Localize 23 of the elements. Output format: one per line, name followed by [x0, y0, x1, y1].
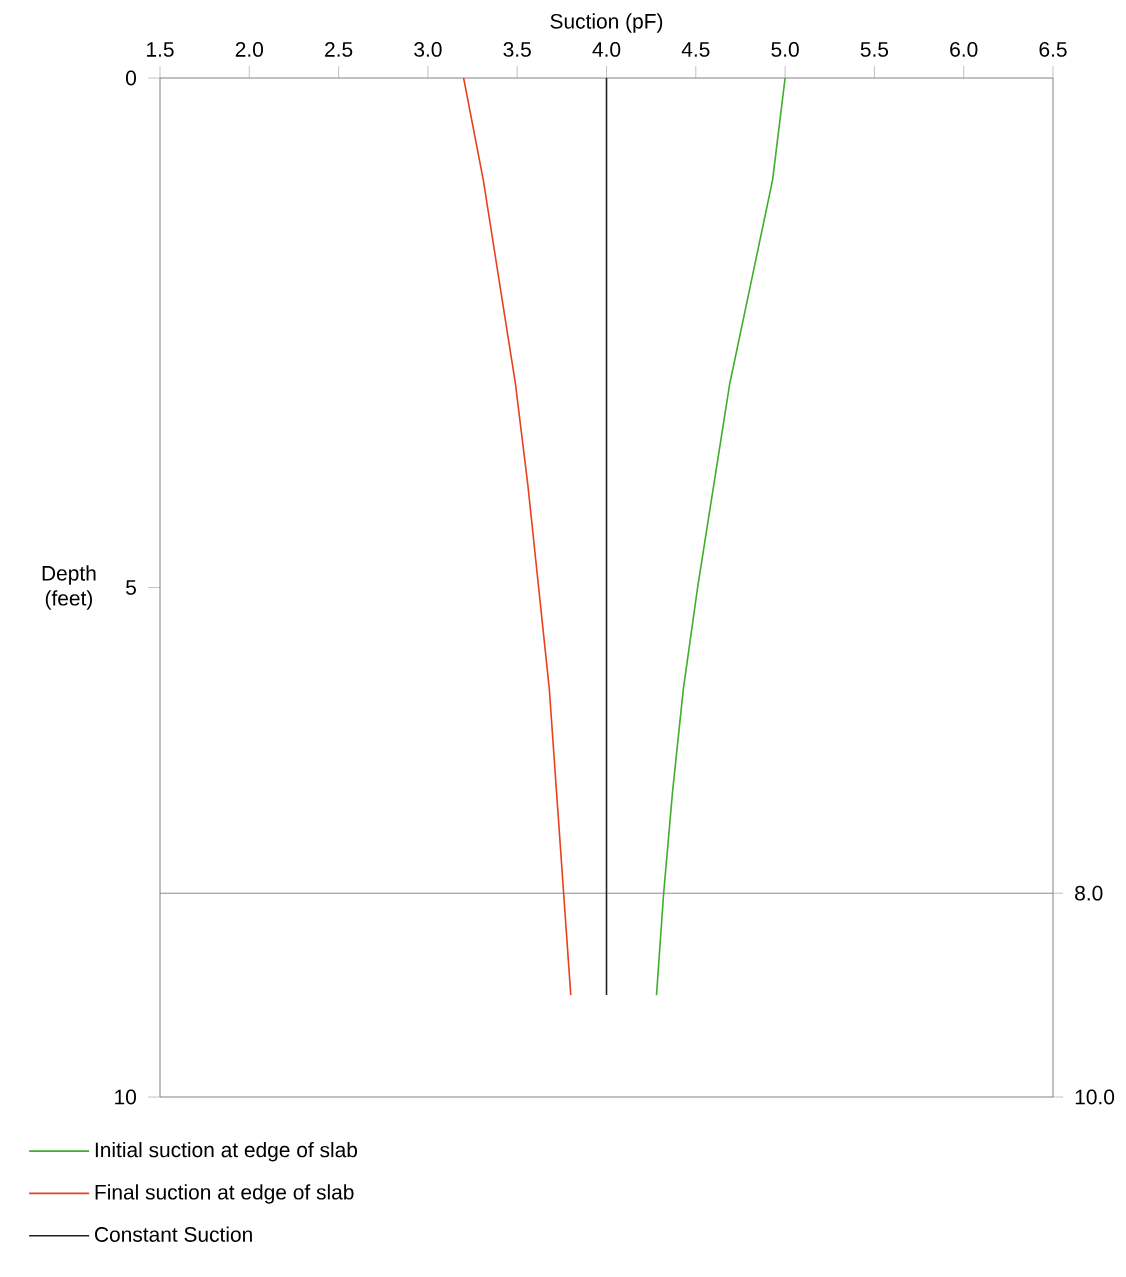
x-tick-label: 6.5	[1039, 42, 1067, 57]
x-tick-label: 3.0	[414, 42, 442, 57]
x-tick-label: 5.0	[771, 42, 799, 57]
x-tick-label: 3.5	[503, 42, 531, 57]
legend-label: Constant Suction	[95, 1226, 252, 1242]
x-tick-label: 1.5	[147, 42, 174, 57]
y2-tick-label: 8.0	[1075, 885, 1103, 901]
x-axis-title: Suction (pF)	[550, 13, 663, 33]
x-tick-label: 2.0	[235, 42, 264, 57]
legend-label: Final suction at edge of slab	[95, 1184, 354, 1204]
y-tick-label: 10	[115, 1089, 136, 1105]
line-series	[655, 78, 786, 996]
legend-label: Initial suction at edge of slab	[95, 1141, 358, 1162]
y-tick-label: 5	[126, 580, 136, 595]
line-series	[462, 78, 572, 996]
y-axis-title: Depth (feet)	[42, 565, 96, 610]
x-tick-label: 4.0	[592, 42, 621, 57]
x-tick-label: 6.0	[950, 42, 978, 57]
y-tick-label: 0	[126, 70, 136, 86]
x-tick-label: 2.5	[325, 42, 353, 57]
y2-tick-label: 10.0	[1075, 1089, 1115, 1105]
x-tick-label: 4.5	[681, 42, 710, 57]
x-tick-label: 5.5	[860, 42, 889, 57]
